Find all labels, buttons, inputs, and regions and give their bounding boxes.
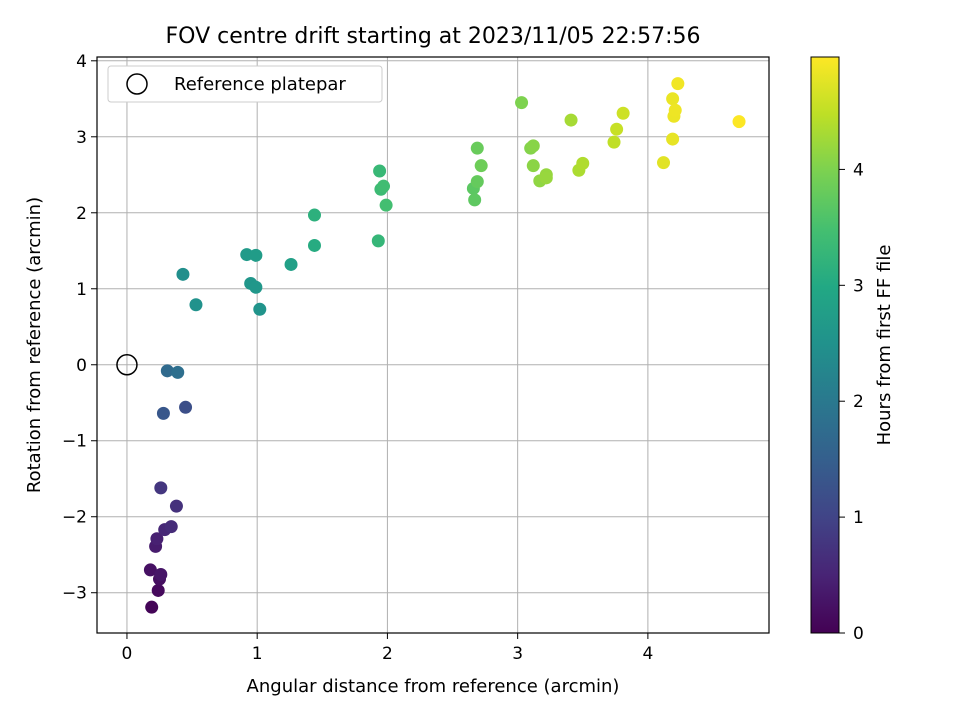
x-axis-label: Angular distance from reference (arcmin)	[247, 676, 620, 697]
data-point	[666, 92, 680, 106]
x-axis-ticks: 0 1 2 3 4	[122, 633, 653, 664]
data-point	[307, 208, 321, 222]
data-point	[732, 115, 746, 129]
data-point	[470, 175, 484, 189]
colorbar-tick-label: 3	[853, 276, 864, 296]
data-points	[116, 77, 746, 614]
chart-title: FOV centre drift starting at 2023/11/05 …	[166, 24, 701, 49]
x-tick-label: 0	[122, 644, 133, 664]
legend: Reference platepar	[107, 65, 383, 103]
data-point	[284, 257, 298, 271]
data-point	[379, 198, 393, 212]
y-tick-label: 1	[76, 280, 87, 300]
grid-lines	[97, 57, 769, 633]
x-tick-label: 2	[382, 644, 393, 664]
data-point	[179, 400, 193, 414]
data-point	[526, 139, 540, 153]
data-point	[145, 600, 159, 614]
data-point	[371, 234, 385, 248]
data-point	[253, 302, 267, 316]
data-point	[176, 267, 190, 281]
data-point	[468, 193, 482, 207]
y-axis-ticks: −3 −2 −1 0 1 2 3 4	[62, 52, 97, 604]
data-point	[154, 481, 168, 495]
plot-frame	[96, 56, 770, 634]
data-point	[576, 156, 590, 170]
data-point	[171, 365, 185, 379]
data-point	[307, 238, 321, 252]
data-point	[526, 159, 540, 173]
colorbar-tick-label: 1	[853, 508, 864, 528]
legend-marker-reference	[126, 73, 148, 95]
data-point	[666, 132, 680, 146]
x-tick-label: 1	[252, 644, 263, 664]
y-tick-label: −3	[62, 584, 87, 604]
data-point	[150, 532, 164, 546]
data-point	[668, 103, 682, 117]
data-point	[515, 96, 529, 110]
data-point	[160, 364, 174, 378]
data-point	[607, 135, 621, 149]
y-tick-label: 3	[76, 128, 87, 148]
data-point	[616, 106, 630, 120]
y-tick-label: −1	[62, 432, 87, 452]
colorbar-tick-label: 2	[853, 392, 864, 412]
colorbar-label: Hours from first FF file	[874, 245, 895, 446]
data-point	[470, 141, 484, 155]
reference-platepar-marker	[116, 354, 138, 376]
colorbar	[810, 56, 840, 634]
data-point	[143, 563, 157, 577]
x-tick-label: 4	[642, 644, 653, 664]
y-axis-label: Rotation from reference (arcmin)	[24, 197, 45, 493]
data-point	[474, 159, 488, 173]
data-point	[657, 156, 671, 170]
data-point	[154, 567, 168, 581]
y-tick-label: 2	[76, 204, 87, 224]
data-point	[151, 583, 165, 597]
legend-box	[107, 65, 383, 103]
y-tick-label: 4	[76, 52, 87, 72]
colorbar-tick-label: 4	[853, 160, 864, 180]
data-point	[377, 179, 391, 193]
x-tick-label: 3	[512, 644, 523, 664]
legend-label-reference: Reference platepar	[174, 74, 346, 95]
data-point	[169, 499, 183, 513]
colorbar-tick-label: 0	[853, 624, 864, 644]
data-point	[164, 520, 178, 534]
data-point	[610, 122, 624, 136]
data-point	[189, 298, 203, 312]
data-point	[373, 164, 387, 178]
data-point	[156, 406, 170, 420]
y-tick-label: 0	[76, 356, 87, 376]
data-point	[249, 248, 263, 262]
data-point	[249, 280, 263, 294]
colorbar-ticks: 0 1 2 3 4	[839, 160, 864, 644]
data-point	[539, 171, 553, 185]
data-point	[671, 77, 685, 91]
data-point	[564, 113, 578, 127]
y-tick-label: −2	[62, 508, 87, 528]
